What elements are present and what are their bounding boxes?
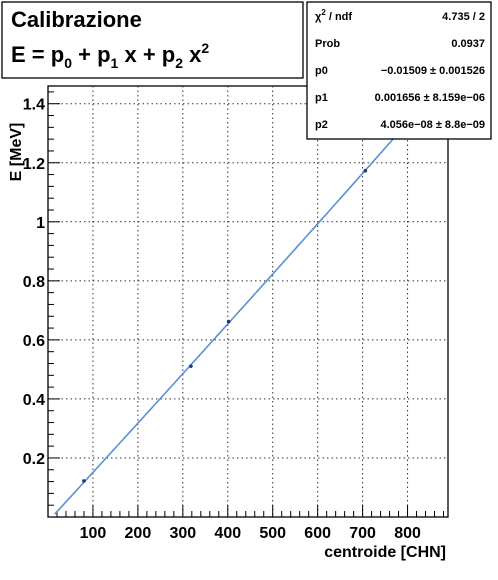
x-tick-label: 300 [169,525,196,542]
x-tick-label: 400 [214,525,241,542]
y-tick-label: 1.2 [23,156,45,173]
stats-value-p2: 4.056e−08 ± 8.8e−09 [380,119,485,131]
x-tick-label: 700 [349,525,376,542]
x-tick-label: 100 [80,525,107,542]
stats-label-p2: p2 [315,119,328,131]
y-tick-label: 1.4 [23,97,45,114]
ticks-layer: 100 200 300 400 500 600 700 800 0.2 0.4 0.6 0.8 1 1.2… [23,91,445,542]
title-box: Calibrazione E = p0 + p1 x + p2 x2 [1,1,304,79]
y-axis-title: E [MeV] [8,123,25,182]
stats-value-p1: 0.001656 ± 8.159e−06 [375,92,485,104]
stats-label-chi2ndf: χ2 / ndf [315,8,352,23]
stats-value-prob: 0.0937 [451,38,485,50]
x-tick-label: 600 [304,525,331,542]
data-point [226,319,231,324]
y-tick-label: 0.8 [23,274,45,291]
stats-box: χ2 / ndf 4.735 / 2 Prob 0.0937 p0 −0.015… [306,1,492,140]
x-tick-label: 200 [125,525,152,542]
y-tick-label: 1 [36,215,45,232]
stats-value-chi2ndf: 4.735 / 2 [442,11,485,23]
fit-curve [54,87,439,515]
stats-label-prob: Prob [315,38,340,50]
points-layer [82,168,368,483]
y-tick-label: 0.2 [23,451,45,468]
y-tick-label: 0.6 [23,333,45,350]
data-point [363,168,368,173]
stats-label-p0: p0 [315,65,328,77]
data-point [189,364,193,368]
fit-layer [54,87,439,515]
y-tick-label: 0.4 [23,392,45,409]
stats-label-p1: p1 [315,92,328,104]
plot-frame [47,85,449,518]
x-tick-label: 500 [259,525,286,542]
chart-title: Calibrazione [11,7,142,32]
data-point [82,479,86,483]
stats-value-p0: −0.01509 ± 0.001526 [381,65,485,77]
x-axis-title: centroide [CHN] [324,544,446,561]
x-tick-label: 800 [394,525,421,542]
fit-formula: E = p0 + p1 x + p2 x2 [11,40,209,71]
